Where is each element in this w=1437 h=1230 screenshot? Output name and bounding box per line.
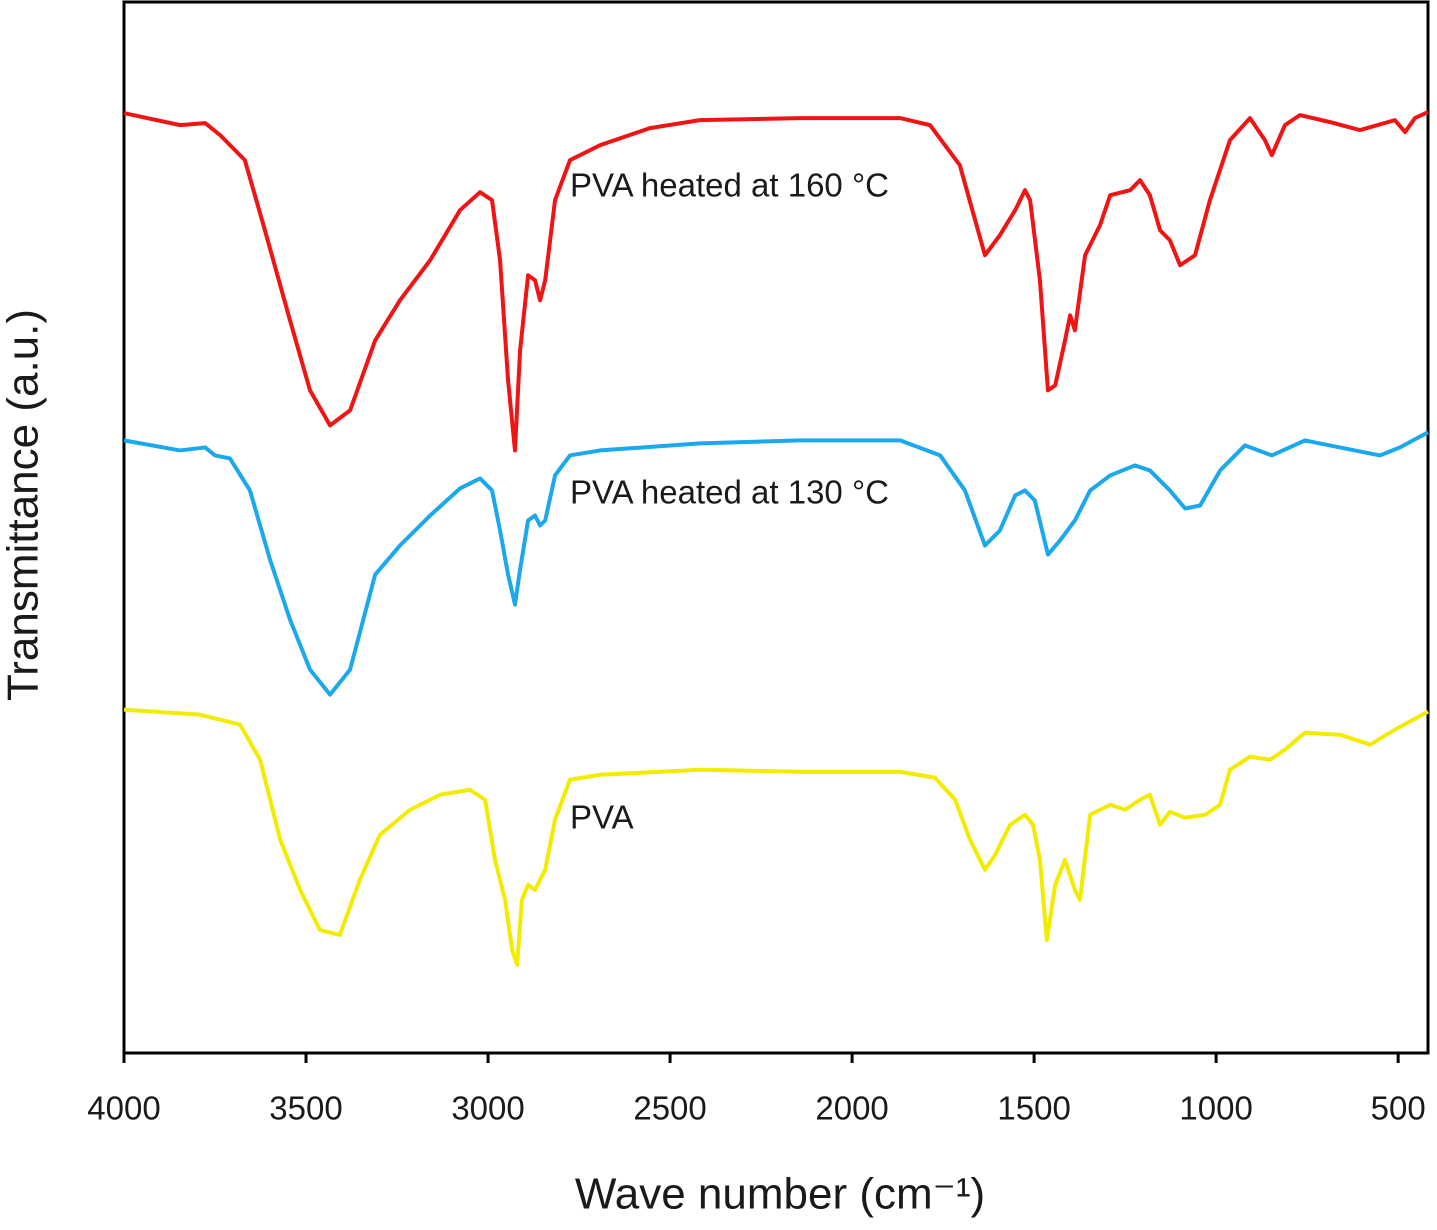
series-label: PVA	[570, 799, 634, 836]
x-tick-label: 2000	[815, 1090, 888, 1127]
spectrum-line	[123, 110, 1429, 453]
x-tick-label: 500	[1371, 1090, 1426, 1127]
x-tick-label: 3000	[451, 1090, 524, 1127]
x-axis-label: Wave number (cm⁻¹)	[575, 1170, 985, 1219]
series-label: PVA heated at 130 °C	[570, 474, 889, 511]
x-tick-label: 2500	[633, 1090, 706, 1127]
spectrum-line	[123, 707, 1429, 967]
spectrum-line	[123, 430, 1429, 697]
x-tick-label: 1500	[997, 1090, 1070, 1127]
series-label: PVA heated at 160 °C	[570, 167, 889, 204]
plot-frame	[122, 0, 1430, 1055]
x-tick-label: 3500	[269, 1090, 342, 1127]
y-axis-label: Transmittance (a.u.)	[0, 309, 48, 701]
x-tick-label: 1000	[1179, 1090, 1252, 1127]
x-tick-label: 4000	[87, 1090, 160, 1127]
